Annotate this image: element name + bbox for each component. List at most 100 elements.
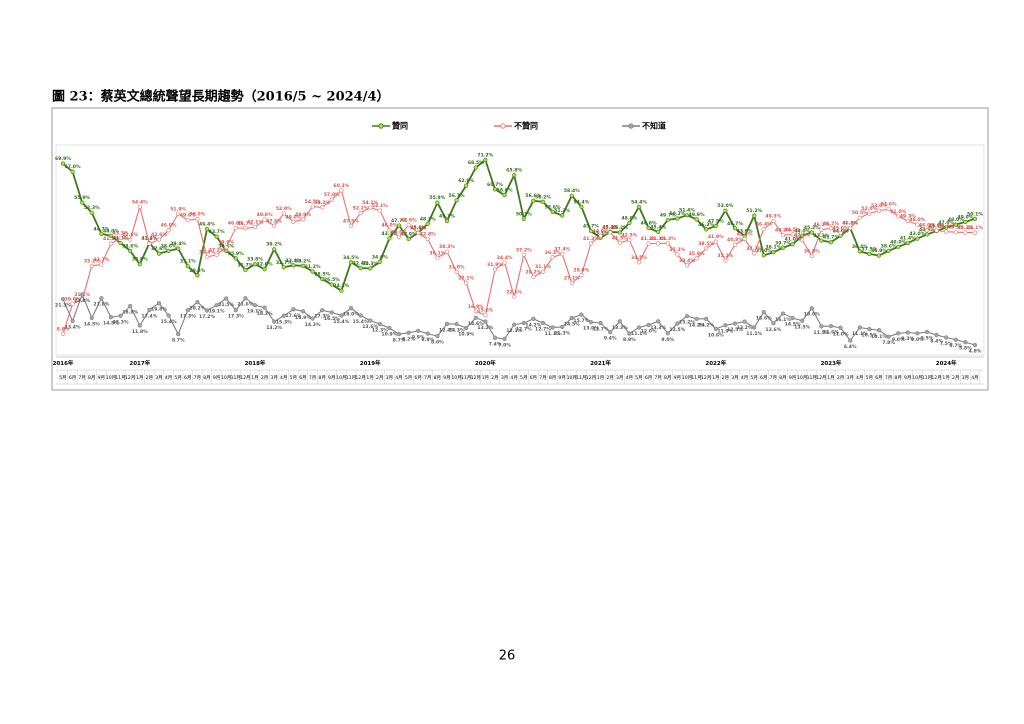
x-tick-label: 4月	[395, 375, 403, 381]
point	[627, 220, 632, 226]
value-label: 36.8%	[804, 248, 820, 254]
x-tick-label: 12月	[931, 375, 941, 381]
point	[780, 311, 786, 316]
point	[108, 241, 114, 246]
point	[425, 331, 430, 336]
point	[646, 241, 651, 246]
point	[742, 319, 747, 324]
x-tick-label: 1月	[597, 375, 605, 381]
point	[416, 230, 421, 236]
x-tick-label: 10月	[567, 375, 577, 381]
value-label: 16.5%	[324, 316, 340, 322]
point	[857, 215, 862, 220]
x-tick-label: 2月	[261, 375, 269, 381]
point	[924, 228, 930, 233]
value-label: 10.6%	[708, 332, 724, 338]
x-tick-label: 11月	[231, 375, 241, 381]
point	[886, 248, 891, 253]
value-label: 12.1%	[506, 328, 522, 334]
value-label: 47.7%	[391, 218, 407, 224]
value-label: 11.3%	[554, 330, 570, 336]
value-label: 45.2%	[957, 225, 973, 231]
x-tick-label: 3月	[962, 375, 970, 381]
x-tick-label: 9月	[674, 375, 682, 381]
point	[444, 218, 450, 224]
point	[339, 188, 344, 193]
value-label: 9.0%	[911, 337, 924, 343]
year-label: 2021年	[590, 359, 611, 367]
point	[972, 230, 978, 235]
point	[444, 321, 450, 326]
value-label: 21.6%	[237, 302, 253, 308]
point	[915, 222, 920, 227]
point	[502, 260, 507, 265]
point	[435, 255, 440, 260]
value-label: 68.5%	[468, 160, 484, 166]
value-label: 14.3%	[305, 322, 321, 328]
value-label: 24.3%	[333, 283, 349, 289]
point	[905, 240, 910, 246]
point	[684, 263, 690, 268]
point	[435, 334, 440, 339]
point	[396, 223, 402, 228]
x-tick-label: 10月	[797, 375, 807, 381]
point	[166, 248, 171, 253]
value-label: 32.4%	[353, 261, 369, 267]
x-tick-label: 8月	[318, 375, 326, 381]
value-label: 19.8%	[151, 307, 167, 313]
point	[195, 216, 200, 222]
value-label: 56.6%	[525, 193, 541, 199]
point	[876, 253, 882, 258]
value-label: 28.5%	[314, 271, 330, 277]
point	[588, 228, 594, 234]
point	[771, 321, 776, 326]
x-tick-label: 9月	[443, 375, 451, 381]
value-label: 17.3%	[314, 314, 330, 320]
point	[147, 241, 152, 246]
value-label: 10.9%	[458, 332, 474, 338]
x-tick-label: 11月	[461, 375, 471, 381]
value-label: 41.4%	[900, 236, 916, 242]
value-label: 55.9%	[74, 195, 90, 201]
value-label: 45.1%	[967, 225, 983, 231]
value-label: 54.4%	[631, 199, 647, 205]
point	[963, 340, 968, 345]
x-tick-label: 2月	[491, 375, 499, 381]
point	[790, 232, 795, 237]
point	[790, 315, 795, 321]
point	[406, 330, 411, 335]
point	[243, 296, 248, 301]
value-label: 45.2%	[804, 225, 820, 231]
x-tick-label: 10月	[106, 375, 116, 381]
point	[665, 217, 670, 223]
value-label: 26.5%	[324, 277, 340, 283]
value-label: 37.0%	[756, 248, 772, 254]
point	[780, 233, 786, 238]
x-tick-label: 9月	[558, 375, 566, 381]
point	[176, 246, 181, 251]
point	[665, 331, 670, 336]
point	[291, 307, 296, 312]
value-label: 34.4%	[497, 255, 513, 261]
legend-label: 贊同	[392, 121, 408, 131]
value-label: 11.1%	[852, 331, 868, 337]
value-label: 21.6%	[93, 302, 109, 308]
point	[675, 216, 680, 221]
value-label: 50.1%	[516, 211, 532, 217]
value-label: 43.0%	[909, 231, 925, 237]
value-label: 45.4%	[602, 224, 618, 230]
point	[368, 266, 373, 271]
value-label: 50.5%	[852, 210, 868, 216]
x-tick-label: 4月	[971, 375, 979, 381]
point	[704, 316, 709, 321]
point	[454, 269, 459, 275]
value-label: 39.9%	[218, 240, 234, 246]
value-label: 51.9%	[170, 206, 186, 212]
value-label: 46.0%	[161, 223, 177, 229]
value-label: 13.3%	[612, 325, 628, 331]
value-label: 23.0%	[74, 298, 90, 304]
point	[905, 330, 910, 335]
value-label: 29.8%	[189, 268, 205, 274]
point	[934, 228, 939, 233]
page-number: 26	[499, 649, 516, 664]
